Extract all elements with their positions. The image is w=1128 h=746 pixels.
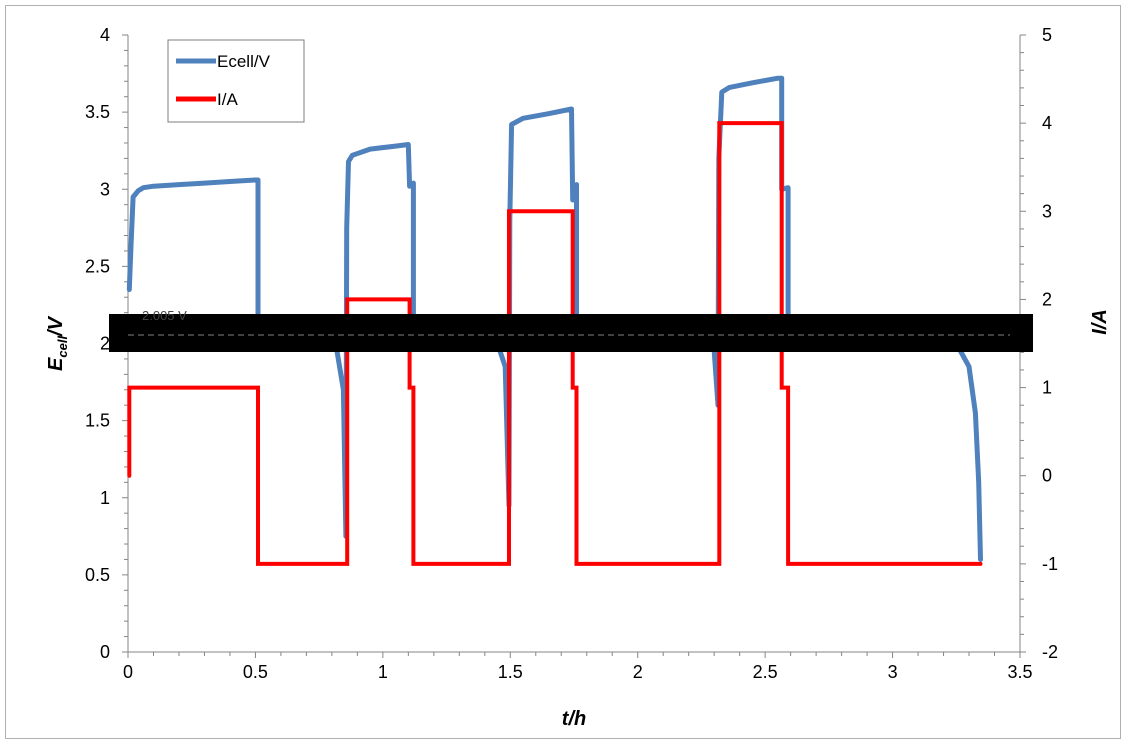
x-tick-label: 1 [378, 662, 388, 682]
legend: Ecell/V I/A [167, 39, 305, 123]
x-tick-label: 3.5 [1007, 662, 1032, 682]
x-tick-label: 2 [633, 662, 643, 682]
legend-box [167, 39, 305, 123]
y-left-axis-title: Ecell/V [45, 315, 70, 371]
y-right-tick-label: -1 [1042, 554, 1058, 574]
chart-frame [5, 5, 1121, 739]
y-left-axis-title-rest: /V [45, 315, 67, 337]
x-tick-label: 0 [123, 662, 133, 682]
x-tick-label: 2.5 [753, 662, 778, 682]
y-right-tick-label: 2 [1042, 289, 1052, 309]
y-left-tick-label: 2 [100, 334, 110, 354]
series-line-current [127, 121, 983, 566]
y-left-tick-label: 0 [100, 642, 110, 662]
x-tick-label: 0.5 [243, 662, 268, 682]
y-left-tick-label: 1.5 [85, 411, 110, 431]
y-right-tick-label: 4 [1042, 113, 1052, 133]
x-axis-title: t/h [562, 708, 586, 730]
y-right-tick-label: 5 [1042, 25, 1052, 45]
y-right-tick-label: 1 [1042, 378, 1052, 398]
legend-label-ecell: Ecell/V [217, 52, 271, 71]
series-layer [126, 75, 983, 566]
y-left-tick-label: 0.5 [85, 565, 110, 585]
y-left-tick-label: 3.5 [85, 102, 110, 122]
y-left-tick-label: 4 [100, 25, 110, 45]
y-left-axis-title-sub: cell [55, 336, 70, 358]
axes-layer: 0 0.5 1 1.5 2 2.5 3 3.5 0 0.5 1 1.5 2 2.5 3 3.5 4 -2 -1 0 1 2… [85, 25, 1058, 682]
annotation-label: 2.005 V [142, 308, 187, 323]
legend-label-current: I/A [217, 90, 238, 109]
y-right-tick-label: 3 [1042, 201, 1052, 221]
y-left-axis-title-main: E [45, 357, 67, 371]
annotation-band: 2.005 V [109, 308, 1033, 352]
y-right-axis-title: I/A [1089, 309, 1111, 335]
x-tick-label: 3 [888, 662, 898, 682]
y-right-tick-label: -2 [1042, 642, 1058, 662]
x-tick-label: 1.5 [498, 662, 523, 682]
y-left-tick-label: 3 [100, 179, 110, 199]
y-right-tick-label: 0 [1042, 466, 1052, 486]
y-left-tick-label: 2.5 [85, 256, 110, 276]
black-band [109, 314, 1033, 352]
y-left-tick-label: 1 [100, 488, 110, 508]
